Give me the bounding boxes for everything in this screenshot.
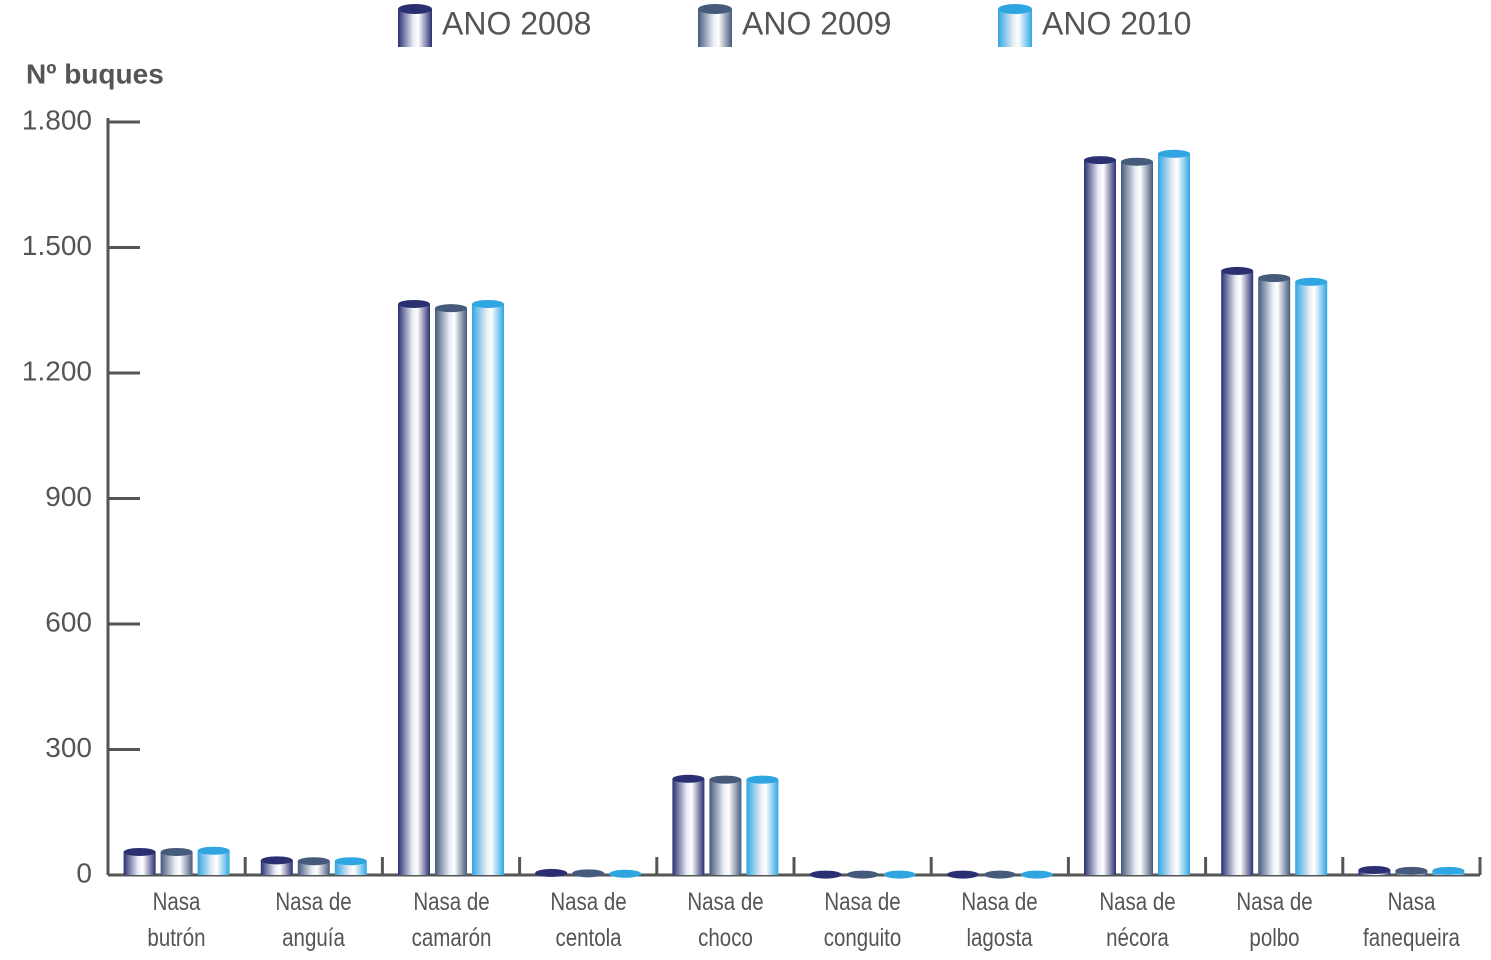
bar-cap xyxy=(572,869,605,878)
bar-cap xyxy=(609,869,642,878)
x-tick-label: Nasa de choco xyxy=(687,888,764,952)
bar-cap xyxy=(260,856,293,865)
x-tick-label: Nasa de conguito xyxy=(823,888,902,952)
bar-cap xyxy=(197,846,230,855)
bar-cap xyxy=(334,857,367,866)
x-tick-label: Nasa de camarón xyxy=(411,888,491,952)
legend-swatch-cap xyxy=(698,4,732,14)
bar-cap xyxy=(1221,266,1254,275)
bar-cap xyxy=(160,847,193,856)
bar-cap xyxy=(123,847,156,856)
bar xyxy=(260,860,293,875)
bar-cap xyxy=(709,775,742,784)
x-tick-label: Nasa de anguía xyxy=(275,888,352,952)
x-tick-label: Nasa butrón xyxy=(147,888,206,952)
legend-swatch-cap xyxy=(998,4,1032,14)
bar xyxy=(1121,161,1153,875)
bar xyxy=(1295,281,1328,875)
bar-cap xyxy=(472,299,504,308)
bar-cap xyxy=(1358,865,1391,874)
legend-label: ANO 2010 xyxy=(1042,5,1191,41)
bar xyxy=(746,779,779,875)
x-tick-label: Nasa de polbo xyxy=(1236,888,1313,952)
x-tick-label: Nasa fanequeira xyxy=(1362,888,1460,952)
legend-swatch-cap xyxy=(398,4,432,14)
y-tick-label: 1.800 xyxy=(22,104,92,135)
bar xyxy=(709,779,742,875)
bar-cap xyxy=(1258,274,1291,283)
bar-cap xyxy=(672,774,705,783)
bar-cap xyxy=(1020,870,1053,879)
y-tick-label: 1.500 xyxy=(22,230,92,261)
legend-label: ANO 2008 xyxy=(442,5,591,41)
y-tick-label: 0 xyxy=(76,857,92,888)
x-tick-label: Nasa de centola xyxy=(550,888,627,952)
y-tick-label: 300 xyxy=(45,732,92,763)
bar-cap xyxy=(809,870,842,879)
bar xyxy=(1084,160,1116,875)
bar-cap xyxy=(435,304,467,313)
bar-cap xyxy=(1121,157,1153,166)
legend-swatch xyxy=(998,9,1032,47)
x-tick-label: Nasa de nécora xyxy=(1098,888,1176,952)
bar xyxy=(435,308,467,875)
bar-cap xyxy=(883,870,916,879)
bar-cap xyxy=(1395,866,1428,875)
y-tick-label: 1.200 xyxy=(22,355,92,386)
bar-cap xyxy=(746,775,779,784)
bar xyxy=(398,303,430,876)
bar-cap xyxy=(1432,866,1465,875)
bar xyxy=(123,851,156,875)
legend-swatch xyxy=(698,9,732,47)
bar xyxy=(1158,153,1190,875)
bar xyxy=(1221,270,1254,876)
y-tick-label: 600 xyxy=(45,606,92,637)
bar-cap xyxy=(297,857,330,866)
bar xyxy=(1258,278,1291,875)
bar xyxy=(197,850,230,875)
y-tick-label: 900 xyxy=(45,481,92,512)
bar-cap xyxy=(1084,156,1116,165)
bar xyxy=(672,778,705,875)
bar-cap xyxy=(535,868,568,877)
legend-swatch xyxy=(398,9,432,47)
x-tick-label: Nasa de lagosta xyxy=(961,888,1038,952)
bar-cap xyxy=(398,299,430,308)
bar-cap xyxy=(846,870,879,879)
bar-cap xyxy=(946,870,979,879)
bar-cap xyxy=(1295,277,1328,286)
bar-cap xyxy=(983,870,1016,879)
y-axis-label: Nº buques xyxy=(26,58,164,89)
bar-cap xyxy=(1158,149,1190,158)
legend-label: ANO 2009 xyxy=(742,5,891,41)
bar xyxy=(160,851,193,875)
bar xyxy=(472,303,504,876)
